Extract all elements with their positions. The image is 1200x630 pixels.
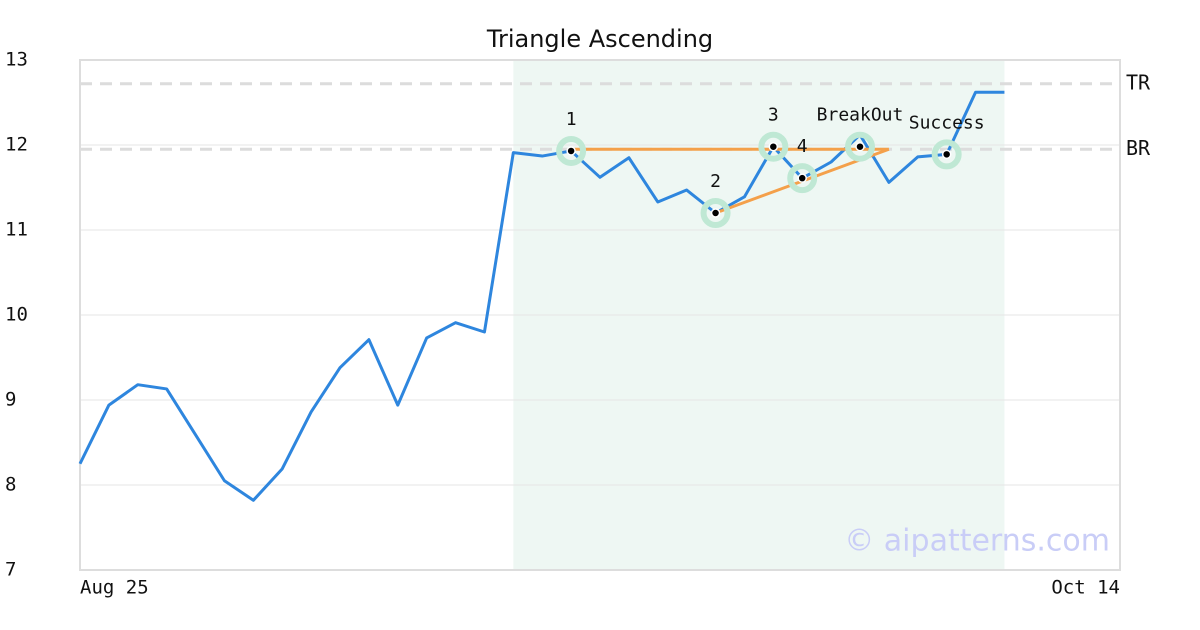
point-label: 1 xyxy=(566,109,577,130)
point-dot xyxy=(566,146,576,156)
level-label: BR xyxy=(1126,136,1151,160)
point-dot xyxy=(797,173,807,183)
point-halo xyxy=(931,139,962,170)
y-tick-label: 10 xyxy=(5,304,28,326)
y-tick-label: 12 xyxy=(5,134,28,156)
point-halo xyxy=(845,131,875,162)
y-tick-label: 7 xyxy=(5,559,16,581)
y-tick-label: 9 xyxy=(5,389,16,411)
x-tick-label: Oct 14 xyxy=(1051,577,1120,599)
point-halo xyxy=(556,135,587,166)
point-label: 4 xyxy=(797,136,808,157)
y-tick-label: 8 xyxy=(5,474,16,496)
x-tick-label: Aug 25 xyxy=(80,577,149,599)
watermark: © aipatterns.com xyxy=(844,524,1110,559)
y-tick-label: 13 xyxy=(5,49,28,71)
point-dot xyxy=(941,149,952,160)
chart-title: Triangle Ascending xyxy=(486,25,713,53)
y-tick-label: 11 xyxy=(5,219,28,241)
level-label: TR xyxy=(1126,70,1151,94)
plot-border xyxy=(79,59,1121,571)
point-halo xyxy=(787,163,818,194)
point-label: 2 xyxy=(710,171,721,192)
point-halo xyxy=(758,131,789,162)
point-dot xyxy=(855,141,865,152)
point-label: BreakOut xyxy=(817,105,904,126)
point-label: 3 xyxy=(768,105,779,126)
point-dot xyxy=(768,141,779,152)
point-dot xyxy=(710,208,721,218)
point-label: Success xyxy=(909,112,985,133)
point-halo xyxy=(700,198,731,228)
